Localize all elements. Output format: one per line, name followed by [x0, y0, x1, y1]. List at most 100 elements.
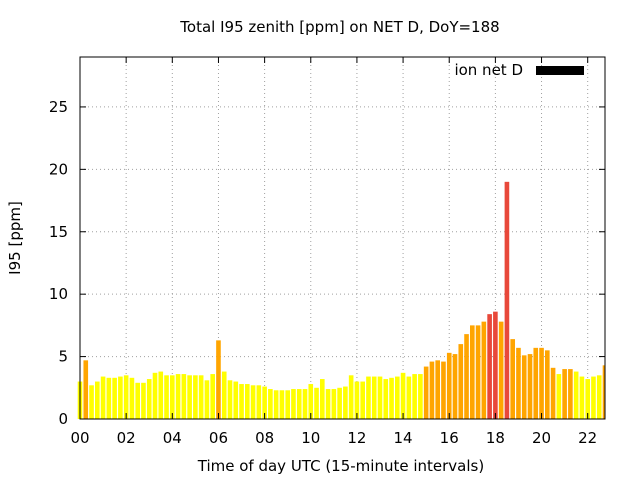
- bar: [152, 372, 158, 419]
- bar: [498, 321, 504, 419]
- x-tick-label: 20: [532, 429, 551, 447]
- bar: [337, 387, 342, 419]
- y-tick-label: 5: [58, 348, 68, 366]
- bar: [343, 386, 348, 419]
- bar: [562, 369, 567, 419]
- bar: [106, 377, 112, 419]
- bar: [585, 379, 590, 419]
- bar: [216, 340, 221, 419]
- bar: [493, 311, 498, 419]
- bar: [487, 314, 492, 419]
- bar: [308, 384, 314, 419]
- x-tick-label: 08: [255, 429, 274, 447]
- plot-frame: [79, 56, 606, 420]
- bar: [239, 384, 244, 419]
- axis-ticks: 00 02 04 06 08 10 12 14 16 18 20 22 0 5 10 15 20 25: [49, 57, 605, 447]
- bar: [279, 390, 285, 419]
- bar: [366, 376, 371, 419]
- y-tick-label: 20: [49, 160, 68, 178]
- bar: [100, 376, 106, 419]
- bar: [204, 380, 210, 419]
- bar: [545, 350, 550, 419]
- x-axis-label: Time of day UTC (15-minute intervals): [197, 457, 484, 475]
- bar: [118, 376, 123, 419]
- bar: [533, 347, 539, 419]
- chart-title: Total I95 zenith [ppm] on NET D, DoY=188: [179, 18, 499, 36]
- bar: [550, 367, 556, 419]
- bar: [245, 384, 250, 419]
- bar: [256, 385, 262, 419]
- bar: [435, 360, 440, 419]
- x-tick-label: 22: [578, 429, 597, 447]
- bar: [181, 374, 187, 419]
- bar: [129, 377, 135, 419]
- bar: [412, 374, 417, 419]
- bar: [175, 374, 181, 419]
- x-tick-label: 14: [394, 429, 413, 447]
- bar: [596, 375, 602, 419]
- bar: [458, 344, 464, 419]
- bar: [170, 375, 175, 419]
- bar: [539, 347, 544, 419]
- bar: [516, 347, 521, 419]
- grid: [80, 57, 605, 419]
- bar: [314, 387, 319, 419]
- legend-swatch: [536, 66, 584, 75]
- bar: [389, 377, 394, 419]
- bar: [320, 379, 325, 419]
- bar: [406, 376, 412, 419]
- bar: [579, 376, 585, 419]
- bar: [521, 355, 527, 419]
- bar: [470, 325, 475, 419]
- bar: [527, 354, 533, 419]
- bar: [354, 381, 360, 419]
- x-tick-label: 02: [117, 429, 136, 447]
- bar: [233, 381, 239, 419]
- x-tick-label: 16: [440, 429, 459, 447]
- bar: [164, 375, 169, 419]
- bar: [475, 325, 481, 419]
- bar: [331, 389, 337, 419]
- bar: [383, 379, 389, 419]
- bar: [602, 365, 605, 419]
- bar: [556, 374, 562, 419]
- bar: [568, 369, 573, 419]
- bar: [504, 181, 510, 419]
- bar: [441, 361, 446, 419]
- bar: [262, 386, 267, 419]
- y-tick-label: 0: [58, 410, 68, 428]
- x-tick-label: 04: [163, 429, 182, 447]
- bar: [429, 361, 435, 419]
- bar: [89, 385, 94, 419]
- bar: [193, 375, 198, 419]
- bar: [296, 389, 302, 419]
- bar: [135, 382, 140, 419]
- bar: [250, 385, 256, 419]
- bar: [423, 366, 429, 419]
- y-tick-label: 10: [49, 285, 68, 303]
- y-tick-label: 15: [49, 223, 68, 241]
- bar: [446, 352, 452, 419]
- bar: [141, 382, 146, 419]
- bar: [302, 389, 308, 419]
- bar: [464, 334, 469, 419]
- bar: [573, 371, 579, 419]
- bar: [371, 376, 377, 419]
- bar: [377, 376, 383, 419]
- bar: [158, 371, 164, 419]
- x-tick-label: 06: [209, 429, 228, 447]
- bars: [77, 181, 605, 419]
- bar: [123, 375, 129, 419]
- bar: [95, 381, 100, 419]
- bar: [418, 374, 423, 419]
- bar: [325, 389, 331, 419]
- bar: [112, 377, 117, 419]
- bar: [187, 375, 192, 419]
- bar: [395, 376, 400, 419]
- legend: ion net D: [454, 61, 584, 79]
- bar: [83, 360, 89, 419]
- bar: [221, 371, 227, 419]
- bar: [400, 372, 406, 419]
- bar: [360, 381, 365, 419]
